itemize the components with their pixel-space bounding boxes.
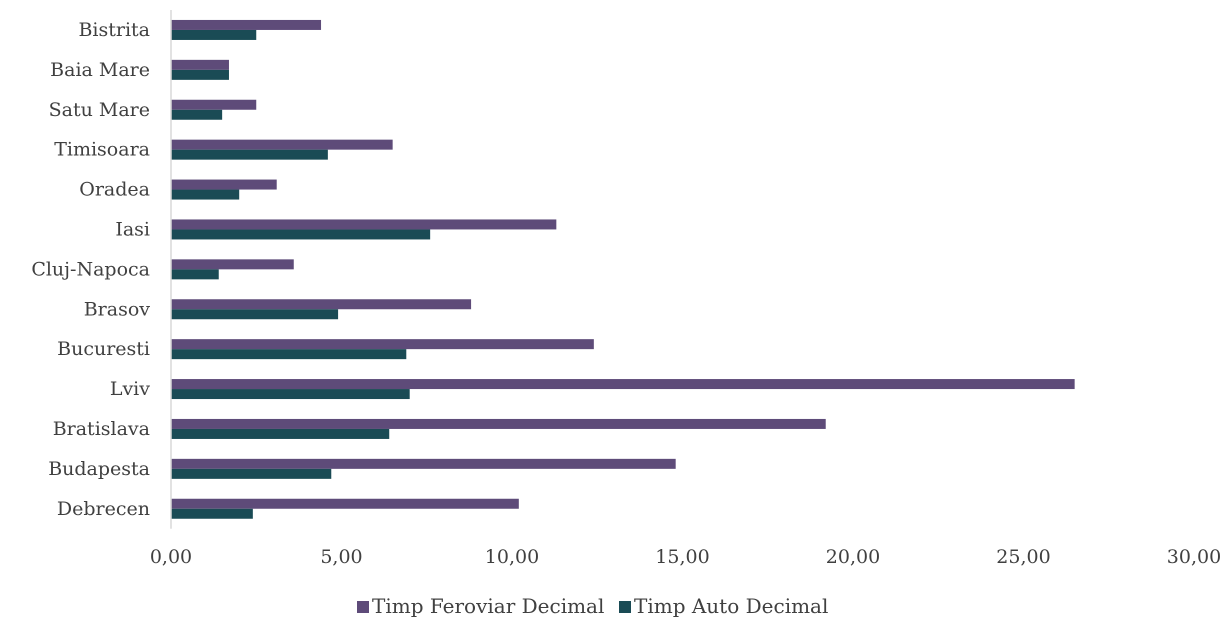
- bar-feroviar: [171, 259, 294, 270]
- bar-auto: [171, 229, 431, 240]
- bar-auto: [171, 69, 229, 80]
- category-label: Bistrita: [78, 19, 150, 41]
- legend-swatch: [357, 601, 369, 613]
- bar-feroviar: [171, 19, 322, 30]
- category-label: Lviv: [110, 378, 150, 400]
- bar-auto: [171, 349, 407, 360]
- category-label: Satu Mare: [49, 99, 150, 121]
- x-tick-label: 25,00: [996, 546, 1050, 568]
- category-label: Cluj-Napoca: [31, 258, 150, 280]
- bar-feroviar: [171, 339, 594, 350]
- bar-auto: [171, 389, 410, 400]
- bar-auto: [171, 189, 240, 200]
- bar-auto: [171, 468, 332, 479]
- bar-feroviar: [171, 99, 257, 110]
- legend-label: Timp Feroviar Decimal: [372, 594, 604, 618]
- bar-feroviar: [171, 139, 393, 150]
- x-tick-label: 5,00: [320, 546, 362, 568]
- category-labels: Bistrita Baia Mare Satu Mare Timisoara Orade…: [31, 19, 150, 520]
- category-label: Budapesta: [48, 458, 150, 480]
- category-label: Iasi: [115, 218, 150, 240]
- x-tick-label: 0,00: [150, 546, 192, 568]
- category-label: Timisoara: [54, 139, 150, 161]
- bar-auto: [171, 508, 253, 519]
- bar-feroviar: [171, 498, 519, 509]
- x-tick-label: 15,00: [655, 546, 709, 568]
- x-tick-label: 30,00: [1167, 546, 1221, 568]
- bar-feroviar: [171, 418, 826, 429]
- legend: Timp Feroviar Decimal Timp Auto Decimal: [357, 594, 828, 618]
- category-label: Oradea: [79, 179, 150, 201]
- x-tick-label: 10,00: [485, 546, 539, 568]
- bar-auto: [171, 428, 390, 439]
- bar-feroviar: [171, 379, 1075, 390]
- bar-feroviar: [171, 59, 229, 70]
- category-label: Brasov: [84, 298, 151, 320]
- bars-group: [171, 19, 1075, 519]
- bar-feroviar: [171, 179, 277, 190]
- category-label: Bratislava: [53, 418, 150, 440]
- bar-feroviar: [171, 219, 557, 230]
- x-tick-label: 20,00: [826, 546, 880, 568]
- category-label: Debrecen: [57, 498, 150, 520]
- legend-label: Timp Auto Decimal: [634, 594, 828, 618]
- bar-feroviar: [171, 458, 676, 469]
- bar-auto: [171, 269, 219, 280]
- legend-swatch: [619, 601, 631, 613]
- x-tick-labels: 0,00 5,00 10,00 15,00 20,00 25,00 30,00: [150, 546, 1221, 568]
- category-label: Bucuresti: [57, 338, 150, 360]
- bar-feroviar: [171, 299, 472, 310]
- bar-auto: [171, 109, 223, 120]
- bar-auto: [171, 149, 328, 160]
- bar-auto: [171, 309, 339, 320]
- category-label: Baia Mare: [50, 59, 150, 81]
- bar-auto: [171, 29, 257, 40]
